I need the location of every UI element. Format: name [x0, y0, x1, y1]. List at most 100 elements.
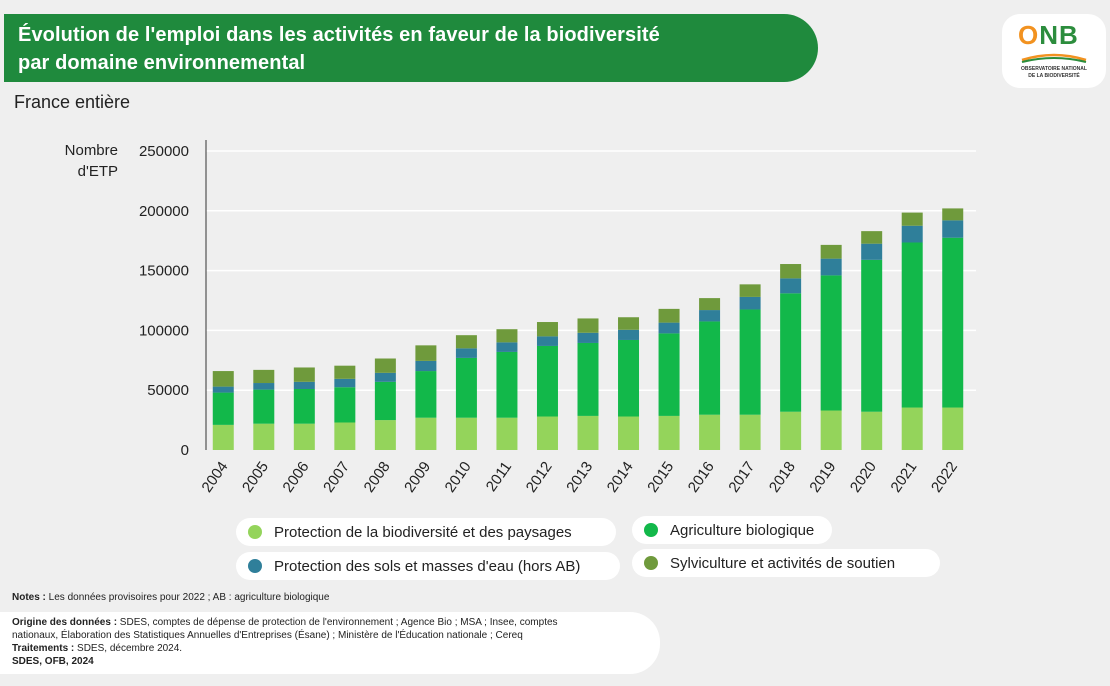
bar-segment — [293, 423, 315, 450]
bars — [212, 208, 964, 450]
bar-segment — [455, 348, 477, 358]
y-axis-label-line-2: d'ETP — [78, 163, 118, 180]
chart-title-line-1: Évolution de l'emploi dans les activités… — [18, 24, 660, 46]
bar-segment — [618, 416, 640, 450]
legend-swatch — [248, 559, 262, 573]
bar-segment — [861, 231, 883, 244]
title-banner: Évolution de l'emploi dans les activités… — [4, 14, 818, 82]
bar-segment — [253, 423, 275, 450]
legend-item-sylviculture: Sylviculture et activités de soutien — [632, 549, 940, 577]
x-tick-label: 2005 — [239, 459, 272, 496]
bar-segment — [496, 417, 518, 450]
y-tick-label: 100000 — [139, 322, 189, 339]
bar-segment — [536, 336, 558, 346]
bar-segment — [658, 322, 680, 334]
y-tick-label: 200000 — [139, 203, 189, 220]
bar-segment — [901, 407, 923, 450]
bar-segment — [536, 345, 558, 417]
x-tick-label: 2015 — [644, 459, 677, 496]
legend-item-agriculture-biologique: Agriculture biologique — [632, 516, 832, 544]
bar-segment — [415, 417, 437, 450]
legend-item-protection-biodiversite: Protection de la biodiversité et des pay… — [236, 518, 616, 546]
x-tick-label: 2010 — [442, 459, 475, 496]
bar-segment — [577, 415, 599, 450]
logo-text-line-1: OBSERVATOIRE NATIONAL — [1021, 66, 1087, 72]
legend-label: Agriculture biologique — [670, 521, 815, 539]
bar-segment — [212, 386, 234, 393]
bar-segment — [901, 225, 923, 243]
bar-segment — [699, 298, 721, 311]
bar-segment — [658, 333, 680, 416]
bar-segment — [374, 372, 396, 382]
bar-segment — [618, 317, 640, 330]
bar-segment — [820, 410, 842, 450]
x-tick-label: 2021 — [887, 459, 920, 496]
x-tick-label: 2020 — [847, 459, 880, 496]
bar-segment — [212, 371, 234, 387]
bar-segment — [374, 381, 396, 421]
bar-segment — [455, 335, 477, 349]
x-tick-label: 2019 — [806, 459, 839, 496]
stacked-bar-chart: Nombre d'ETP 0 50000 100000 150000 200000 250… — [65, 140, 976, 496]
x-tick-label: 2008 — [361, 459, 394, 496]
bar-segment — [780, 278, 802, 294]
x-tick-label: 2022 — [928, 459, 961, 496]
logo-swoosh-icon — [1021, 53, 1087, 63]
bar-segment — [253, 369, 275, 384]
bar-segment — [739, 414, 761, 450]
bar-segment — [293, 381, 315, 390]
bar-segment — [699, 310, 721, 322]
origin-line-2: nationaux, Élaboration des Statistiques … — [12, 630, 523, 641]
legend-swatch — [644, 556, 658, 570]
bar-segment — [334, 387, 356, 423]
x-tick-labels: 2004 2005 2006 2007 2008 2009 2010 2011 2012 2013… — [198, 459, 961, 496]
bar-segment — [536, 416, 558, 450]
x-tick-label: 2007 — [320, 459, 353, 496]
y-axis-label-line-1: Nombre — [65, 142, 118, 159]
legend-label: Sylviculture et activités de soutien — [670, 554, 896, 572]
logo-text-line-2: DE LA BIODIVERSITÉ — [1028, 73, 1080, 79]
bar-segment — [293, 389, 315, 424]
bar-segment — [374, 358, 396, 373]
bar-segment — [820, 258, 842, 276]
x-tick-label: 2004 — [198, 459, 231, 496]
x-tick-label: 2018 — [766, 459, 799, 496]
legend-swatch — [248, 525, 262, 539]
bar-segment — [212, 392, 234, 425]
legend-label: Protection des sols et masses d'eau (hor… — [274, 557, 581, 575]
bar-segment — [253, 389, 275, 424]
origin-line-1: Origine des données : SDES, comptes de d… — [12, 617, 558, 628]
x-tick-label: 2016 — [685, 459, 718, 496]
x-tick-label: 2011 — [483, 459, 515, 495]
bar-segment — [942, 220, 964, 238]
x-tick-label: 2013 — [563, 459, 596, 496]
bar-segment — [496, 342, 518, 352]
logo-wordmark: ONB — [1018, 20, 1079, 50]
bar-segment — [374, 420, 396, 450]
bar-segment — [739, 284, 761, 297]
legend-swatch — [644, 523, 658, 537]
x-tick-label: 2014 — [604, 459, 637, 496]
sources-box: Origine des données : SDES, comptes de d… — [0, 612, 660, 674]
bar-segment — [780, 411, 802, 450]
bar-segment — [780, 264, 802, 279]
bar-segment — [618, 329, 640, 340]
y-tick-label: 150000 — [139, 263, 189, 280]
bar-segment — [253, 383, 275, 390]
bar-segment — [942, 208, 964, 221]
bar-segment — [577, 318, 599, 333]
bar-segment — [820, 275, 842, 411]
notes: Notes : Les données provisoires pour 202… — [12, 592, 330, 603]
y-tick-label: 50000 — [147, 382, 189, 399]
x-tick-label: 2017 — [725, 459, 758, 496]
bar-segment — [334, 378, 356, 388]
treatments-line: Traitements : SDES, décembre 2024. — [12, 643, 183, 654]
bar-segment — [334, 365, 356, 379]
bar-segment — [577, 342, 599, 416]
bar-segment — [212, 424, 234, 450]
bar-segment — [293, 367, 315, 382]
bar-segment — [861, 411, 883, 450]
bar-segment — [415, 360, 437, 372]
y-tick-label: 250000 — [139, 143, 189, 160]
x-tick-label: 2009 — [401, 459, 434, 496]
